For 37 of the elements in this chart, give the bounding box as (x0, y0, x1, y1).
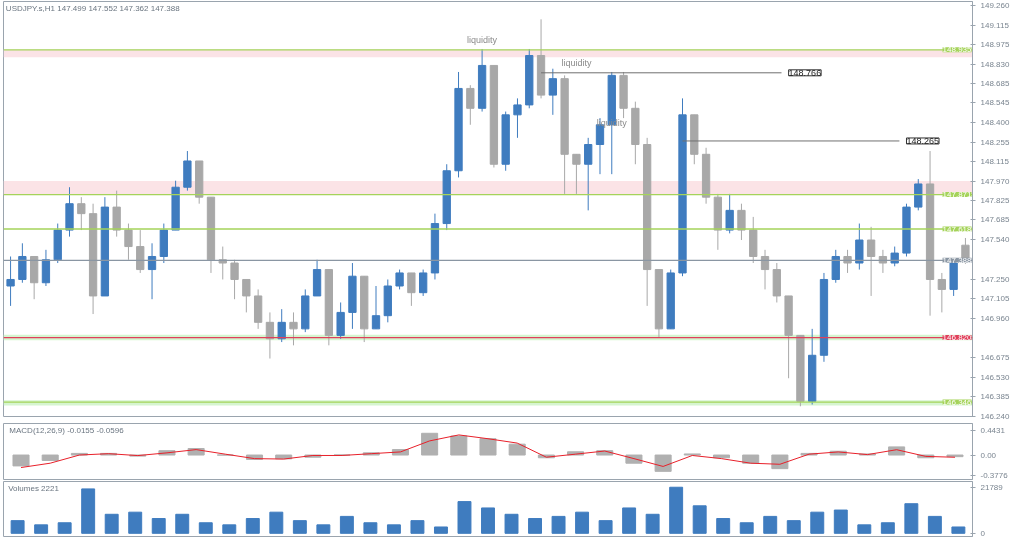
y-tick-label: 148.115 (980, 156, 1010, 166)
annotation: liquidity (561, 58, 592, 69)
ref-line-label: 147.388 (942, 255, 973, 265)
ref-line-label: 146.820 (942, 333, 973, 343)
chart-title: MACD(12,26,9) -0.0155 -0.0596 (9, 425, 125, 435)
ref-line-label: 147.618 (942, 224, 973, 234)
y-tick-label: 146.240 (980, 412, 1010, 421)
y-tick-label: 148.545 (980, 98, 1010, 108)
y-tick-label: 147.825 (980, 196, 1010, 206)
y-tick-label: 147.250 (980, 274, 1010, 284)
chart-title: Volumes 2221 (8, 483, 60, 493)
y-tick-label: 146.385 (980, 392, 1010, 402)
y-tick-label: 148.830 (980, 59, 1010, 69)
y-tick-label: 147.970 (980, 176, 1010, 186)
y-tick-label: 146.675 (980, 352, 1010, 362)
ref-line-label: 147.871 (942, 190, 973, 200)
y-tick-label: 149.115 (980, 20, 1010, 30)
ref-line-label: 146.346 (942, 397, 973, 407)
chart-title: USDJPY.s,H1 147.499 147.552 147.362 147.388 (5, 3, 181, 13)
y-tick-label: 148.975 (980, 39, 1010, 49)
annotation: liquidity (467, 35, 498, 46)
annotation: 148.265 (906, 135, 940, 146)
ref-line-label: 148.935 (942, 45, 973, 55)
y-tick-label: 147.685 (980, 215, 1010, 225)
y-tick-label: 147.105 (980, 294, 1010, 304)
y-tick-label: 0 (980, 528, 986, 537)
y-tick-label: -0.3776 (980, 471, 1009, 481)
y-tick-label: 0.00 (980, 450, 997, 460)
y-tick-label: 146.530 (980, 372, 1010, 382)
y-tick-label: 148.685 (980, 79, 1010, 89)
y-tick-label: 148.400 (980, 118, 1010, 128)
y-tick-label: 21789 (980, 482, 1004, 492)
y-tick-label: 148.255 (980, 137, 1010, 147)
y-tick-label: 149.260 (980, 1, 1010, 11)
y-tick-label: 0.4431 (980, 426, 1006, 436)
y-tick-label: 146.960 (980, 314, 1010, 324)
y-tick-label: 147.540 (980, 235, 1010, 245)
